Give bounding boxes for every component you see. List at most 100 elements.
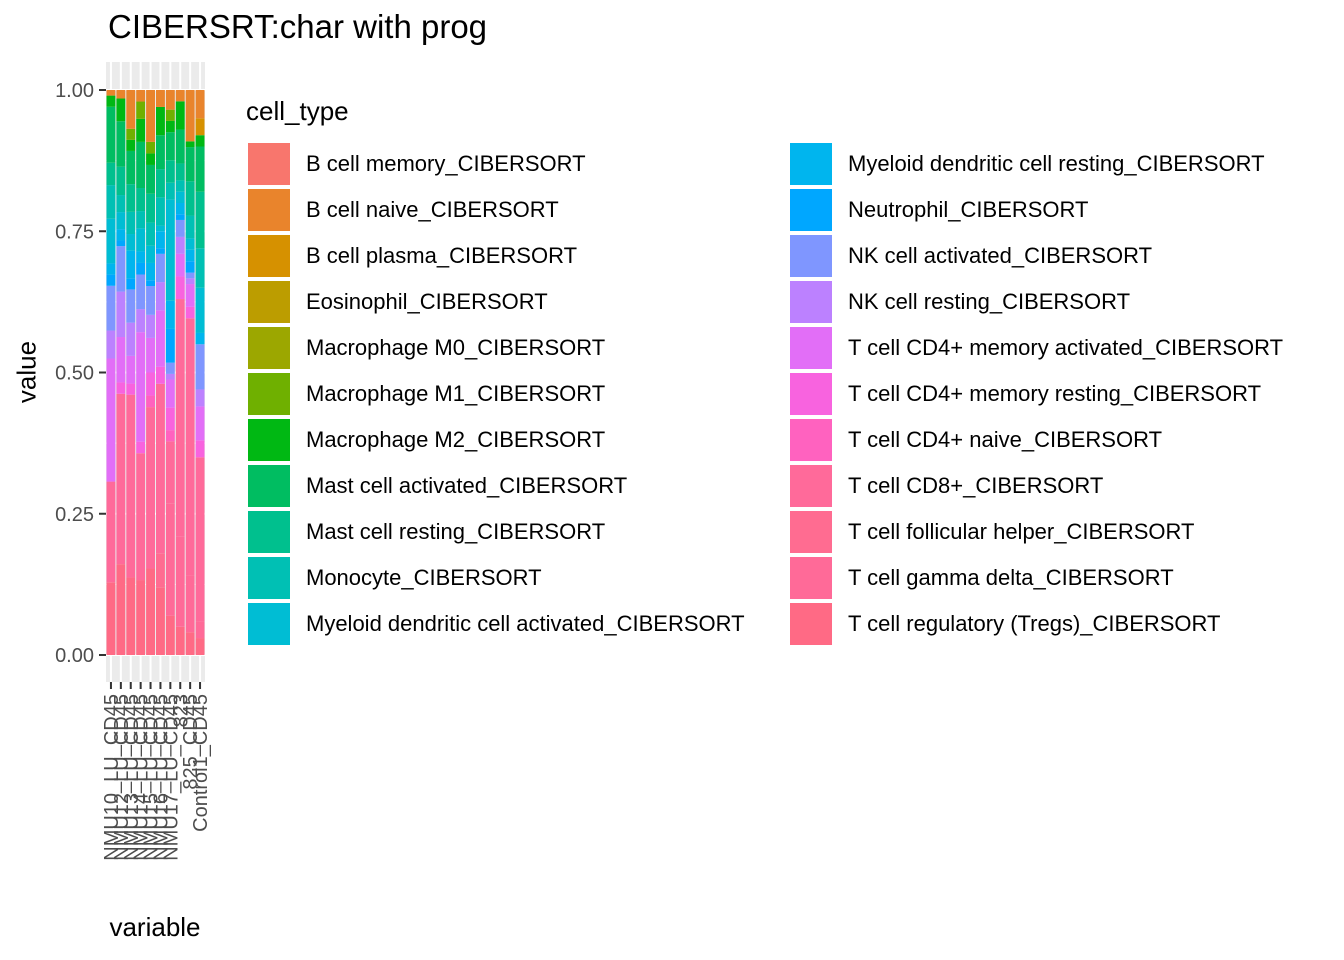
legend-item: Mast cell resting_CIBERSORT bbox=[248, 509, 605, 555]
legend-swatch bbox=[248, 557, 290, 599]
bar-segment bbox=[116, 382, 126, 394]
legend-item: B cell plasma_CIBERSORT bbox=[248, 233, 577, 279]
bar-segment bbox=[146, 286, 156, 315]
bar-segment bbox=[185, 147, 195, 182]
legend-item: T cell follicular helper_CIBERSORT bbox=[790, 509, 1194, 555]
bar-segment bbox=[126, 211, 136, 235]
bar-segment bbox=[165, 430, 175, 442]
bar-segment bbox=[136, 580, 146, 655]
bar-segment bbox=[146, 407, 156, 569]
bar-segment bbox=[185, 90, 195, 142]
bar-segment bbox=[106, 185, 116, 219]
legend-item: Macrophage M0_CIBERSORT bbox=[248, 325, 605, 371]
bar-segment bbox=[195, 135, 205, 147]
bar-segment bbox=[175, 191, 185, 203]
bar-segment bbox=[175, 203, 185, 215]
bar-segment bbox=[175, 129, 185, 164]
bar-segment bbox=[116, 229, 126, 241]
legend-label: T cell CD4+ memory resting_CIBERSORT bbox=[848, 381, 1262, 406]
bar-segment bbox=[175, 299, 185, 537]
x-tick-label: NMU17_LU_CD45 bbox=[160, 694, 182, 861]
bar-segment bbox=[165, 160, 175, 183]
bar-segment bbox=[136, 141, 146, 189]
bar-segment bbox=[146, 568, 156, 655]
bar-segment bbox=[106, 218, 116, 264]
bar-segment bbox=[106, 274, 116, 286]
bar-segment bbox=[155, 366, 165, 384]
bar-segment bbox=[165, 120, 175, 133]
bar-segment bbox=[195, 146, 205, 192]
bar-segment bbox=[136, 251, 146, 263]
legend-item: T cell regulatory (Tregs)_CIBERSORT bbox=[790, 601, 1220, 647]
bar-segment bbox=[195, 287, 205, 333]
bar-segment bbox=[116, 195, 126, 213]
bar-segment bbox=[155, 135, 165, 170]
bar-segment bbox=[195, 191, 205, 249]
legend-label: T cell CD4+ memory activated_CIBERSORT bbox=[848, 335, 1284, 360]
bar-segment bbox=[106, 90, 116, 96]
legend-item: B cell memory_CIBERSORT bbox=[248, 141, 586, 187]
legend-swatch bbox=[790, 327, 832, 369]
bar-segment bbox=[165, 503, 175, 616]
bar-segment bbox=[126, 394, 136, 578]
x-tick-label: NMU16_LU_CD45 bbox=[150, 694, 172, 861]
legend-label: B cell plasma_CIBERSORT bbox=[306, 243, 578, 268]
bar-segment bbox=[136, 441, 146, 454]
bar-segment bbox=[126, 355, 136, 384]
bar-segment bbox=[136, 262, 146, 275]
legend-item: T cell gamma delta_CIBERSORT bbox=[790, 555, 1174, 601]
bar-segment bbox=[126, 184, 136, 212]
bar-segment bbox=[155, 169, 165, 198]
legend-label: Macrophage M0_CIBERSORT bbox=[306, 335, 606, 360]
bar-segment bbox=[195, 248, 205, 288]
bar-segment bbox=[165, 300, 175, 329]
bar-segment bbox=[185, 272, 195, 279]
bar-segment bbox=[175, 90, 185, 102]
bar-segment bbox=[136, 211, 146, 229]
legend-label: T cell gamma delta_CIBERSORT bbox=[848, 565, 1174, 590]
bar-segment bbox=[126, 90, 136, 129]
bar-segment bbox=[195, 118, 205, 136]
legend-label: NK cell activated_CIBERSORT bbox=[848, 243, 1153, 268]
bar-segment bbox=[116, 564, 126, 655]
legend-item: T cell CD4+ memory resting_CIBERSORT bbox=[790, 371, 1261, 417]
legend-swatch bbox=[790, 143, 832, 185]
y-tick-label: 1.00 bbox=[55, 80, 94, 102]
bar-segment bbox=[155, 253, 165, 283]
bar-segment bbox=[126, 128, 136, 140]
bar-segment bbox=[106, 106, 116, 163]
legend-swatch bbox=[248, 511, 290, 553]
legend-item: NK cell resting_CIBERSORT bbox=[790, 279, 1130, 325]
legend-label: Myeloid dendritic cell resting_CIBERSORT bbox=[848, 151, 1265, 176]
legend-label: T cell follicular helper_CIBERSORT bbox=[848, 519, 1195, 544]
legend-label: Myeloid dendritic cell activated_CIBERSO… bbox=[306, 611, 745, 636]
legend-title: cell_type bbox=[246, 96, 349, 126]
bar-segment bbox=[136, 90, 146, 102]
bar-segment bbox=[146, 153, 156, 165]
bar-segment bbox=[106, 481, 116, 583]
legend-item: T cell CD4+ naive_CIBERSORT bbox=[790, 417, 1162, 463]
bar-segment bbox=[185, 278, 195, 285]
bar-segment bbox=[195, 406, 205, 441]
bar-segment bbox=[136, 274, 146, 310]
bar-segment bbox=[195, 90, 205, 119]
bar-segment bbox=[155, 310, 165, 367]
legend-item: Neutrophil_CIBERSORT bbox=[790, 187, 1088, 233]
legend-swatch bbox=[248, 465, 290, 507]
x-tick-label: NMU13_LU_CD45 bbox=[121, 694, 143, 861]
legend-swatch bbox=[248, 235, 290, 277]
legend-swatch bbox=[790, 465, 832, 507]
legend-item: Monocyte_CIBERSORT bbox=[248, 555, 542, 601]
bar-segment bbox=[155, 106, 165, 136]
legend-item: Myeloid dendritic cell activated_CIBERSO… bbox=[248, 601, 745, 647]
x-tick-label: Control1_CD45 bbox=[190, 694, 212, 832]
legend-swatch bbox=[790, 419, 832, 461]
bar-segment bbox=[126, 383, 136, 395]
legend-label: T cell CD4+ naive_CIBERSORT bbox=[848, 427, 1163, 452]
bar-segment bbox=[195, 389, 205, 407]
legend-label: Eosinophil_CIBERSORT bbox=[306, 289, 548, 314]
legend-swatch bbox=[248, 419, 290, 461]
bar-segment bbox=[175, 236, 185, 254]
bar-segment bbox=[155, 248, 165, 254]
